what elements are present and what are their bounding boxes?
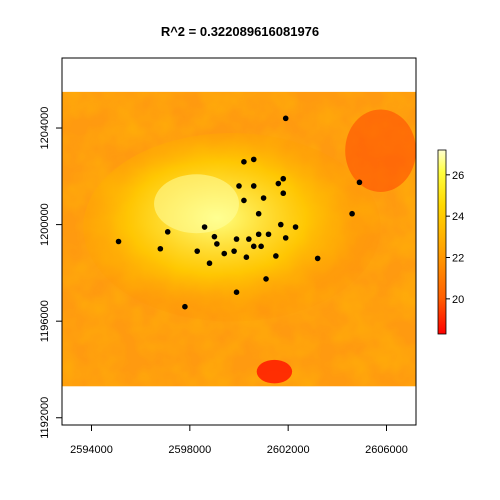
data-point — [280, 190, 286, 196]
chart-title: R^2 = 0.322089616081976 — [161, 24, 319, 39]
y-tick-label: 1192000 — [39, 397, 51, 439]
data-point — [278, 222, 284, 228]
data-point — [116, 239, 122, 245]
data-point — [202, 224, 208, 230]
data-point — [246, 236, 252, 242]
data-point — [194, 248, 200, 254]
data-point — [212, 234, 218, 240]
data-point — [273, 253, 279, 259]
data-point — [241, 198, 247, 204]
y-tick-label: 1196000 — [39, 300, 51, 342]
data-point — [357, 180, 363, 186]
color-legend: 20 22 24 26 — [438, 150, 464, 334]
data-point — [256, 211, 262, 217]
data-point — [182, 304, 188, 310]
legend-colorbar — [438, 150, 446, 334]
data-point — [251, 183, 257, 189]
data-point — [280, 176, 286, 182]
data-point — [276, 181, 282, 187]
data-point — [158, 246, 164, 252]
data-point — [251, 244, 257, 250]
legend-tick-label: 22 — [452, 253, 464, 265]
legend-tick-label: 26 — [452, 170, 464, 182]
data-point — [349, 211, 355, 217]
data-point — [283, 116, 289, 122]
x-tick-label: 2602000 — [267, 444, 310, 456]
data-point — [236, 183, 242, 189]
data-point — [293, 224, 299, 230]
data-point — [266, 231, 272, 237]
y-axis: 1192000 1196000 1200000 1204000 — [39, 107, 62, 439]
data-point — [256, 231, 262, 237]
data-point — [283, 235, 289, 241]
data-point — [258, 244, 264, 250]
data-point — [165, 229, 171, 235]
legend-tick-label: 20 — [452, 294, 464, 306]
data-point — [221, 251, 227, 257]
data-point — [241, 159, 247, 165]
data-point — [263, 276, 269, 282]
raster-highland — [83, 133, 380, 322]
raster-peak — [154, 174, 239, 233]
data-point — [231, 248, 237, 254]
x-tick-label: 2594000 — [70, 444, 113, 456]
data-point — [315, 256, 321, 262]
y-tick-label: 1204000 — [39, 107, 51, 150]
x-axis: 2594000 2598000 2602000 2606000 — [70, 425, 408, 456]
data-point — [234, 236, 240, 242]
raster-low — [257, 360, 292, 384]
x-tick-label: 2598000 — [168, 444, 211, 456]
legend-tick-label: 24 — [452, 211, 464, 223]
raster-low — [345, 109, 416, 191]
y-tick-label: 1200000 — [39, 203, 51, 246]
data-point — [261, 195, 267, 201]
data-point — [207, 260, 213, 266]
data-point — [214, 241, 220, 247]
data-point — [244, 254, 250, 260]
x-tick-label: 2606000 — [365, 444, 408, 456]
data-point — [234, 289, 240, 295]
data-point — [251, 157, 257, 163]
